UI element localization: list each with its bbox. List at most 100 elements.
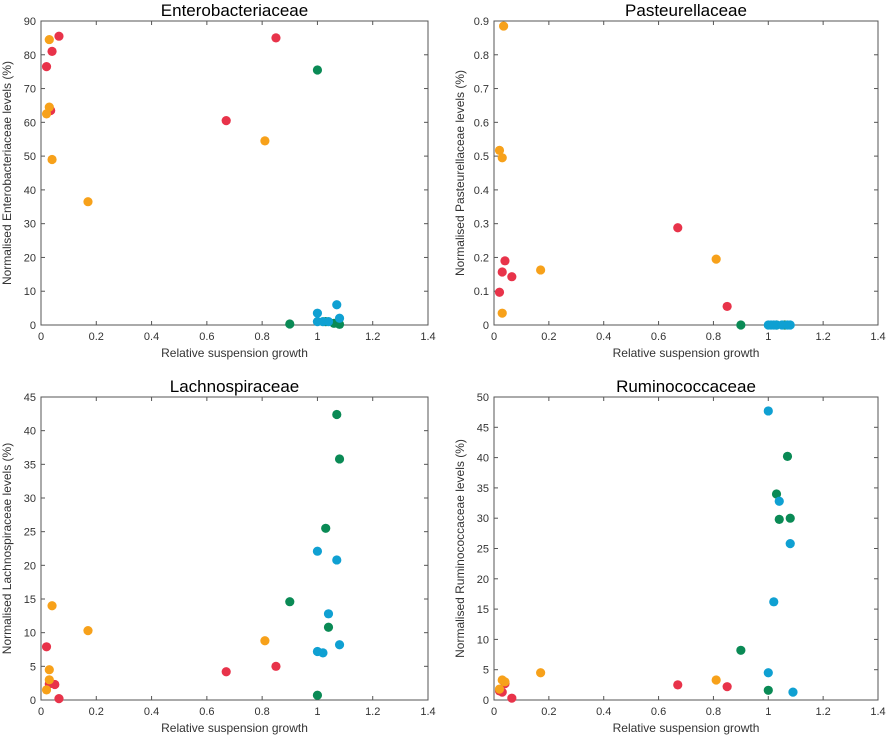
data-point-orange — [499, 21, 509, 31]
chart-title: Pasteurellaceae — [625, 1, 747, 20]
data-point-orange — [500, 677, 510, 687]
data-point-red — [221, 116, 231, 126]
plot-frame — [493, 396, 879, 701]
data-point-blue — [312, 546, 323, 556]
x-tick-label: 0.4 — [596, 331, 611, 343]
x-axis-title: Relative suspension growth — [613, 721, 760, 735]
data-point-orange — [44, 675, 54, 685]
data-point-orange — [494, 145, 505, 155]
data-point-blue — [769, 597, 779, 607]
y-tick-label: 35 — [477, 483, 489, 495]
data-point-orange — [497, 308, 507, 318]
data-point-blue — [763, 406, 773, 416]
x-tick-label: 0.6 — [199, 331, 214, 343]
chart-title: Lachnospiraceae — [170, 377, 299, 396]
data-point-red — [507, 272, 517, 282]
x-tick-label: 0.8 — [254, 331, 269, 343]
y-tick-label: 0.9 — [474, 16, 489, 28]
data-point-blue — [332, 300, 342, 310]
y-axis-title: Normalised Enterobacteriaceae levels (%) — [0, 61, 14, 285]
y-tick-label: 10 — [24, 286, 36, 298]
data-point-orange — [47, 601, 57, 611]
chart-panel: Enterobacteriaceae 0 0.2 0.4 0.6 0.8 1 1.2 1.4 0 1… — [0, 1, 436, 360]
chart-title: Enterobacteriaceae — [161, 1, 308, 20]
x-tick-label: 0.6 — [199, 706, 214, 718]
data-point-orange — [497, 153, 507, 163]
data-point-green — [782, 451, 793, 461]
data-point-red — [673, 223, 683, 233]
x-tick-label: 1.2 — [365, 706, 380, 718]
plot-frame — [40, 396, 429, 701]
data-point-green — [785, 513, 795, 523]
data-point-blue — [785, 320, 795, 330]
data-point-orange — [536, 265, 546, 275]
y-tick-label: 0.3 — [474, 219, 489, 231]
y-tick-label: 0.5 — [474, 151, 489, 163]
x-tick-label: 0.2 — [541, 706, 556, 718]
data-point-red — [54, 694, 64, 704]
y-tick-label: 30 — [24, 219, 36, 231]
y-axis-title: Normalised Pasteurellaceae levels (%) — [453, 70, 467, 276]
y-tick-label: 40 — [477, 453, 489, 465]
data-point-red — [722, 682, 732, 692]
data-point-green — [771, 489, 782, 499]
data-point-blue — [332, 555, 342, 565]
y-tick-label: 40 — [24, 426, 36, 438]
plot-frame — [493, 20, 879, 326]
x-tick-label: 0.6 — [651, 706, 666, 718]
data-point-blue — [763, 668, 773, 678]
x-tick-label: 1.2 — [815, 331, 830, 343]
y-tick-label: 0.7 — [474, 84, 489, 96]
x-tick-label: 0.8 — [706, 706, 721, 718]
x-tick-label: 0.8 — [706, 331, 721, 343]
x-axis-title: Relative suspension growth — [161, 346, 308, 360]
y-tick-label: 0.8 — [474, 50, 489, 62]
y-tick-label: 30 — [24, 493, 36, 505]
y-tick-label: 60 — [24, 117, 36, 129]
y-tick-label: 10 — [24, 628, 36, 640]
data-point-blue — [334, 640, 345, 650]
y-tick-label: 5 — [483, 665, 489, 677]
x-tick-label: 1 — [314, 706, 320, 718]
x-tick-label: 0.4 — [144, 331, 159, 343]
data-point-green — [774, 514, 784, 525]
y-tick-label: 0 — [30, 695, 36, 707]
y-tick-label: 30 — [477, 513, 489, 525]
x-tick-label: 0 — [38, 331, 44, 343]
data-point-red — [494, 287, 505, 297]
y-tick-label: 25 — [24, 527, 36, 539]
chart-panel: Ruminococcaceae 0 0.2 0.4 0.6 0.8 1 1.2 1.4 0 5 10 1… — [453, 377, 886, 735]
x-tick-label: 0.6 — [651, 331, 666, 343]
data-point-orange — [47, 154, 57, 165]
data-point-green — [321, 523, 331, 533]
y-tick-label: 40 — [24, 185, 36, 197]
data-point-red — [221, 667, 231, 677]
y-tick-label: 5 — [30, 661, 36, 673]
data-point-orange — [711, 675, 721, 685]
data-point-green — [332, 409, 342, 420]
data-point-red — [271, 661, 281, 671]
y-tick-label: 50 — [24, 151, 36, 163]
x-tick-label: 0.8 — [254, 706, 269, 718]
x-tick-label: 0 — [491, 706, 497, 718]
y-axis-title: Normalised Ruminococcaceae levels (%) — [453, 439, 467, 658]
data-point-orange — [260, 636, 270, 646]
data-point-red — [722, 301, 732, 312]
data-point-red — [507, 693, 517, 703]
chart-title: Ruminococcaceae — [616, 377, 756, 396]
data-point-orange — [44, 34, 54, 45]
x-tick-label: 1 — [765, 331, 771, 343]
data-point-green — [323, 622, 334, 632]
data-point-orange — [711, 254, 721, 264]
y-axis-title: Normalised Lachnospiraceae levels (%) — [0, 443, 14, 654]
data-point-orange — [260, 136, 270, 146]
chart-panel: Lachnospiraceae 0 0.2 0.4 0.6 0.8 1 1.2 1.4 0 5 10 1… — [0, 377, 436, 735]
data-point-green — [334, 454, 345, 464]
data-point-orange — [494, 684, 505, 694]
data-point-orange — [83, 626, 93, 636]
y-tick-label: 0.4 — [474, 185, 489, 197]
data-point-red — [47, 46, 57, 57]
x-tick-label: 0.2 — [89, 706, 104, 718]
data-point-green — [312, 690, 323, 700]
